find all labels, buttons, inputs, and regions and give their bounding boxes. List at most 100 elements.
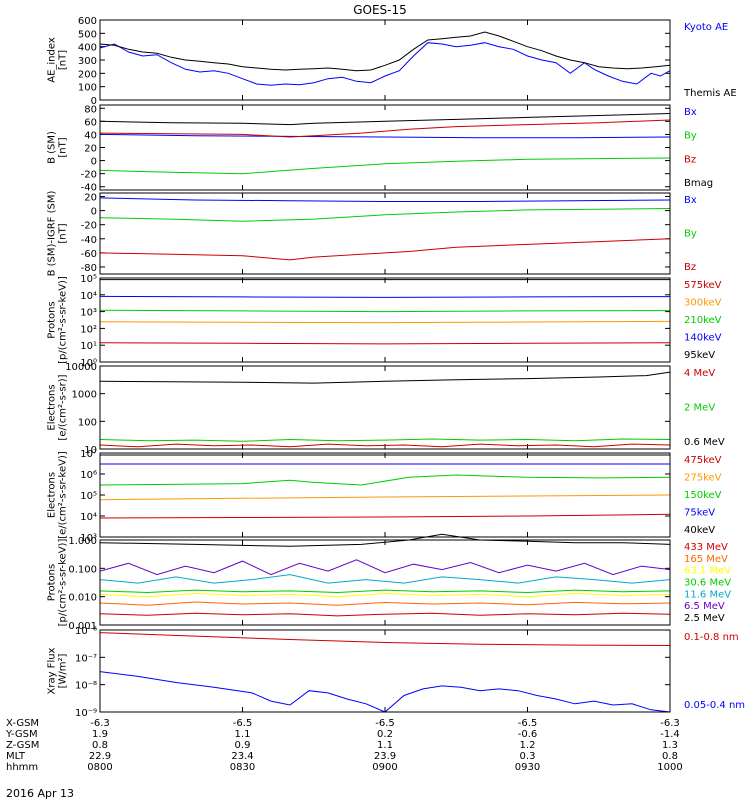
- y-tick-label: 60: [84, 117, 97, 128]
- y-tick-label: 100: [78, 417, 97, 428]
- y-axis-label: Protons[p/(cm²-s-sr-keV)]: [47, 276, 69, 364]
- y-tick-label: 10⁵: [80, 491, 97, 502]
- date-label: 2016 Apr 13: [6, 787, 74, 800]
- y-tick-label: 10⁻⁷: [75, 653, 97, 664]
- y-axis-label: B (SM)-IGRF (SM)[nT]: [47, 191, 69, 277]
- series-line-0-6-mev: [99, 371, 671, 384]
- y-tick-label: -20: [81, 221, 97, 232]
- panel-frame: [99, 629, 671, 713]
- y-axis-label-line: Protons: [47, 301, 58, 338]
- ephemeris-value: 1.2: [520, 740, 536, 751]
- y-tick-label: -20: [81, 170, 97, 181]
- y-tick-label: -40: [81, 183, 97, 194]
- y-tick-label: 10⁴: [80, 512, 97, 523]
- y-tick-label: 20: [84, 144, 97, 155]
- legend-entry: 0.6 MeV: [684, 437, 725, 448]
- y-axis-label-line: B (SM): [47, 131, 58, 164]
- series-line-11-6-mev: [99, 574, 671, 584]
- y-axis-label-line: [nT]: [58, 50, 69, 70]
- legend-entry: 433 MeV: [684, 542, 728, 553]
- ephemeris-value: -6.5: [518, 718, 538, 729]
- series-line-0-05-0-4-nm: [99, 671, 671, 713]
- y-axis-label: Electrons[e/(cm²-s-sr-keV)]: [47, 451, 69, 539]
- y-axis-label-line: [e/(cm²-s-sr-keV)]: [58, 451, 69, 539]
- ephemeris-value: 1.9: [92, 729, 108, 740]
- ephemeris-value: -1.4: [660, 729, 680, 740]
- legend-entry: 575keV: [684, 280, 722, 291]
- legend-entry: 11.6 MeV: [684, 589, 731, 600]
- ephemeris-row-label: X-GSM: [6, 718, 39, 729]
- panel-frame: [99, 365, 671, 450]
- ephemeris-value: 1.1: [377, 740, 393, 751]
- y-tick-label: -60: [81, 249, 97, 260]
- ephemeris-value: -6.3: [660, 718, 680, 729]
- panel-5: 10³ 10⁴ 10⁵ 10⁶ 10⁷ Electrons[e/(cm²-s-sr-keV…: [47, 449, 722, 544]
- y-tick-label: -40: [81, 235, 97, 246]
- y-tick-label: 10²: [80, 324, 97, 335]
- y-axis-label-line: [nT]: [58, 223, 69, 243]
- series-line-210kev: [99, 309, 671, 313]
- legend-entry: 2.5 MeV: [684, 613, 725, 624]
- ephemeris-value: 1.3: [662, 740, 678, 751]
- series-line-165-mev: [99, 601, 671, 606]
- y-axis-label-line: AE_index: [47, 37, 58, 83]
- y-axis-label-line: B (SM)-IGRF (SM): [47, 191, 58, 277]
- y-tick-label: 200: [78, 69, 97, 80]
- y-tick-label: 0.100: [68, 564, 97, 575]
- legend-entry: 4 MeV: [684, 368, 715, 379]
- y-tick-label: 400: [78, 43, 97, 54]
- panel-2: -80 -60 -40 -20 0 20 B (SM)-IGRF (SM)[nT] Bx By B…: [47, 191, 697, 277]
- legend-entry: 0.05-0.4 nm: [684, 700, 745, 711]
- y-tick-label: 10⁶: [80, 470, 97, 481]
- legend-entry: 475keV: [684, 455, 722, 466]
- y-axis-label-line: [e/(cm²-s-sr)]: [58, 374, 69, 440]
- y-tick-label: 80: [84, 104, 97, 115]
- legend-entry: 40keV: [684, 525, 715, 536]
- y-axis-label-line: [W/m²]: [58, 653, 69, 688]
- y-tick-label: 100: [78, 83, 97, 94]
- legend-entry: 300keV: [684, 298, 722, 309]
- panel-6: 0.0010.0100.1001.000Protons[p/(cm²-s-sr-…: [47, 533, 731, 632]
- panel-3: 10⁰ 10¹ 10² 10³ 10⁴ 10⁵ Protons[p/(cm²-s-sr-ke…: [47, 274, 722, 369]
- series-line-bmag: [99, 113, 671, 126]
- series-line-by: [99, 157, 671, 175]
- y-axis-label-line: Xray Flux: [47, 647, 58, 694]
- y-tick-label: 0.001: [68, 621, 97, 632]
- legend-entry: By: [684, 131, 697, 142]
- y-tick-label: 10⁰: [80, 358, 97, 369]
- series-line-bx: [99, 133, 671, 139]
- y-tick-label: 10⁷: [80, 449, 97, 460]
- ephemeris-value: 22.9: [89, 751, 111, 762]
- legend-entry: 140keV: [684, 333, 722, 344]
- y-axis-label-line: Electrons: [47, 384, 58, 430]
- series-line-6-5-mev: [99, 559, 671, 576]
- ephemeris-value: -0.6: [518, 729, 538, 740]
- panel-frame: [99, 192, 671, 275]
- legend-entry: 2 MeV: [684, 403, 715, 414]
- y-tick-label: 10⁵: [80, 274, 97, 285]
- legend-entry: 63.1 MeV: [684, 566, 731, 577]
- series-line-0-1-0-8-nm: [99, 632, 671, 646]
- series-line-4-mev: [99, 443, 671, 448]
- legend-entry: 165 MeV: [684, 554, 728, 565]
- legend-entry: Bz: [684, 262, 696, 273]
- series-line-140kev: [99, 295, 671, 298]
- y-axis-label-line: Electrons: [47, 472, 58, 518]
- ephemeris-value: 0930: [515, 762, 540, 773]
- series-line-63-1-mev: [99, 592, 671, 598]
- plot-title: GOES-15: [353, 3, 407, 17]
- y-tick-label: -80: [81, 263, 97, 274]
- y-axis-label: Electrons[e/(cm²-s-sr)]: [47, 374, 69, 440]
- legend-entry: 275keV: [684, 473, 722, 484]
- y-tick-label: 300: [78, 56, 97, 67]
- legend-entry: 150keV: [684, 490, 722, 501]
- legend-entry: Kyoto AE: [684, 22, 728, 33]
- legend-entry: By: [684, 229, 697, 240]
- y-axis-label-line: Protons: [47, 564, 58, 601]
- ephemeris-value: 0830: [230, 762, 255, 773]
- series-line-2-5-mev: [99, 533, 671, 547]
- series-line-themis-ae: [99, 31, 671, 72]
- legend-entry: Bz: [684, 154, 696, 165]
